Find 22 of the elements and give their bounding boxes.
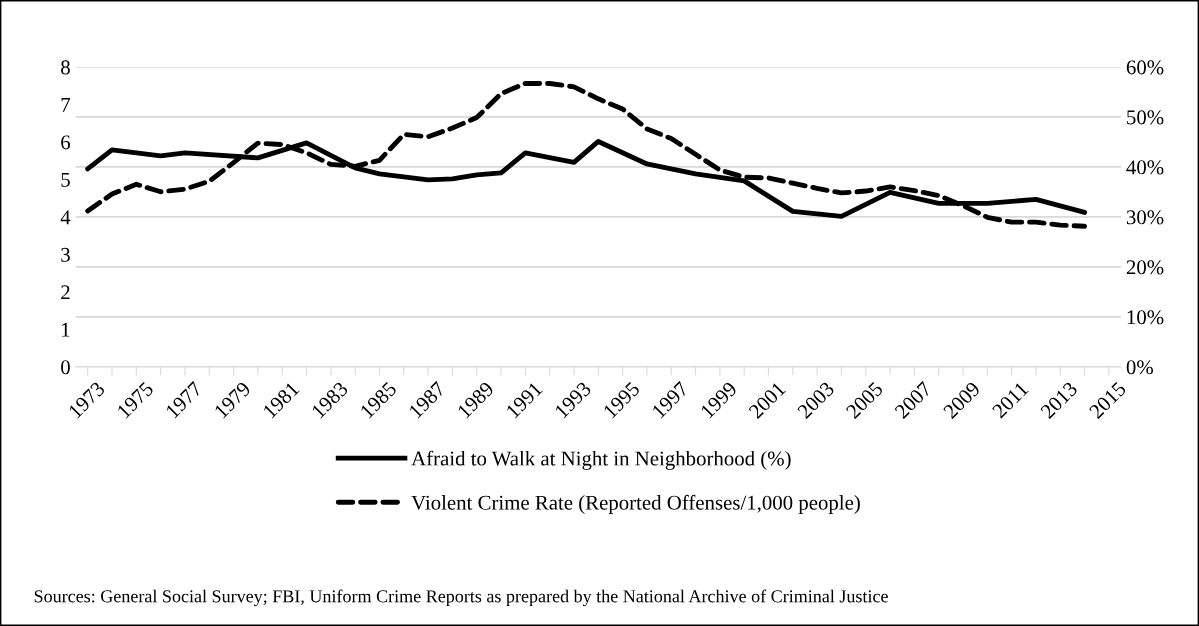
source-note: Sources: General Social Survey; FBI, Uniform Crime Reports as prepared by the National Archive of Criminal Justice (34, 589, 888, 607)
y2-tick-label: 20% (1126, 260, 1164, 275)
x-tick-label: 1999 (700, 381, 738, 419)
y2-tick-label: 0% (1126, 360, 1153, 375)
y-tick-label: 1 (62, 322, 70, 337)
y-tick-label: 6 (61, 135, 71, 150)
y-tick-label: 7 (61, 98, 71, 112)
x-tick-label: 1991 (505, 381, 543, 419)
legend-label: Afraid to Walk at Night in Neighborhood (%) (411, 450, 791, 470)
y-tick-label: 8 (61, 60, 70, 75)
y2-tick-label: 10% (1127, 310, 1164, 325)
y2-tick-label: 40% (1126, 160, 1164, 175)
line-series (85, 81, 1088, 229)
y2-tick-label: 30% (1126, 210, 1164, 225)
y-tick-label: 3 (61, 247, 70, 262)
legend-label: Violent Crime Rate (Reported Offenses/1,000 people) (411, 494, 860, 514)
y2-tick-label: 60% (1126, 60, 1164, 75)
y2-tick-label: 50% (1127, 110, 1164, 125)
y-tick-label: 2 (61, 285, 70, 300)
y-tick-label: 0 (61, 360, 70, 375)
y-tick-label: 4 (60, 210, 71, 225)
y-tick-label: 5 (61, 173, 70, 187)
